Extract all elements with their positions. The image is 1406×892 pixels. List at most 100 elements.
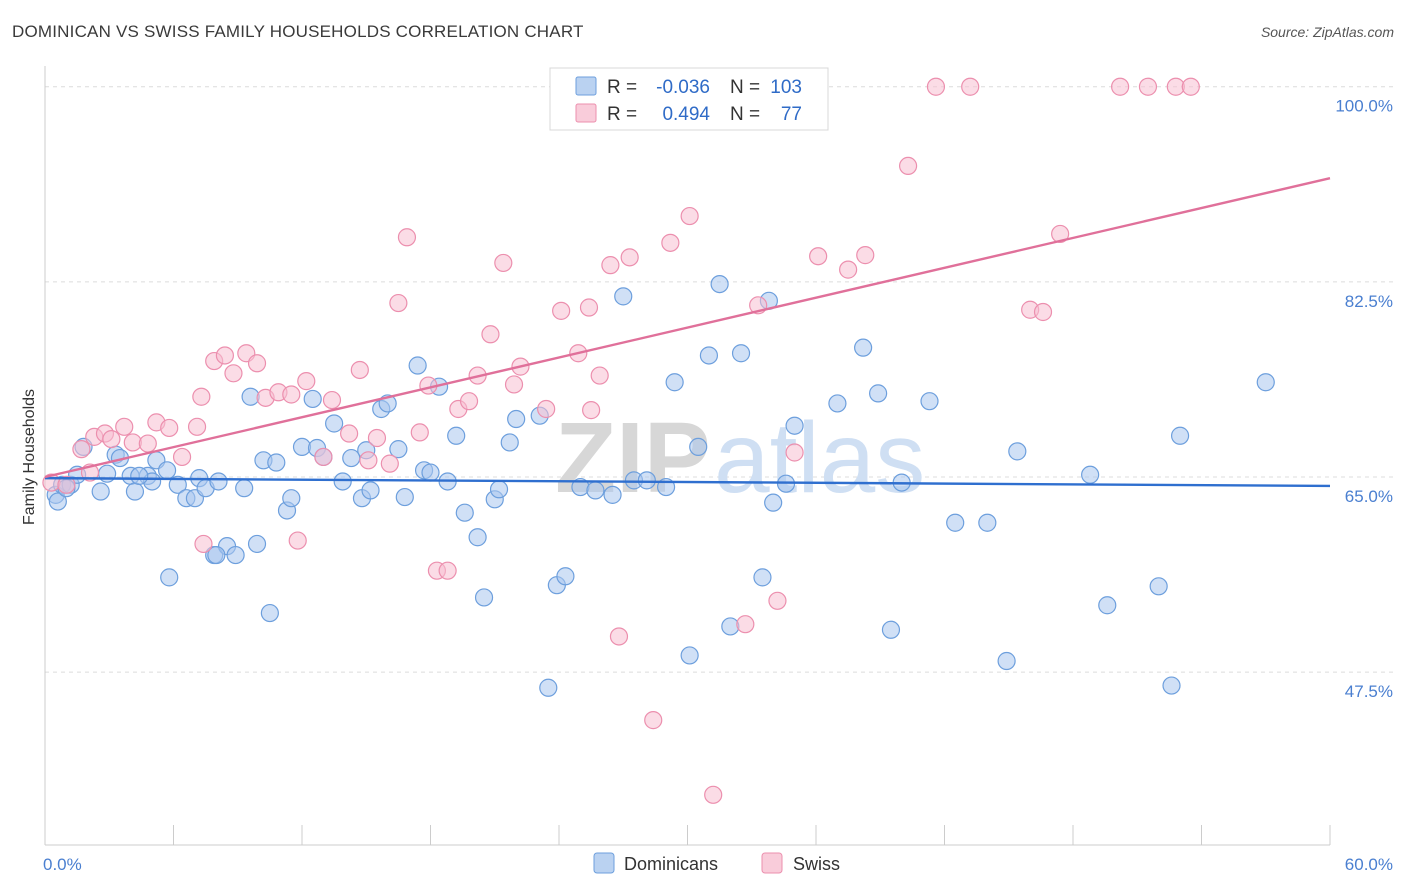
point-dominicans bbox=[455, 503, 474, 522]
point-swiss bbox=[1138, 77, 1158, 96]
point-swiss bbox=[215, 346, 234, 365]
trend-line-swiss bbox=[44, 176, 1331, 479]
point-dominicans bbox=[699, 346, 719, 365]
point-dominicans bbox=[474, 588, 494, 607]
point-dominicans bbox=[500, 433, 519, 452]
legend-r-label: R = bbox=[607, 104, 637, 125]
point-swiss bbox=[138, 434, 157, 453]
trend-lines bbox=[44, 176, 1331, 488]
point-dominicans bbox=[267, 453, 286, 472]
point-swiss bbox=[410, 423, 429, 442]
point-dominicans bbox=[997, 651, 1016, 671]
point-swiss bbox=[785, 443, 804, 462]
point-dominicans bbox=[395, 487, 414, 507]
point-swiss bbox=[397, 228, 417, 247]
point-dominicans bbox=[342, 448, 361, 468]
point-dominicans bbox=[125, 482, 145, 501]
point-swiss bbox=[247, 354, 267, 373]
point-dominicans bbox=[48, 492, 67, 511]
point-swiss bbox=[1033, 302, 1053, 322]
point-swiss bbox=[481, 325, 500, 344]
grid-lines bbox=[45, 86, 1395, 673]
point-swiss bbox=[194, 534, 213, 554]
point-dominicans bbox=[1081, 465, 1100, 484]
point-swiss bbox=[537, 399, 556, 419]
legend-r-value-swiss: 0.494 bbox=[662, 104, 710, 125]
point-swiss bbox=[1111, 77, 1130, 96]
point-swiss bbox=[644, 711, 663, 730]
point-dominicans bbox=[753, 568, 772, 587]
point-swiss bbox=[350, 360, 369, 380]
point-swiss bbox=[389, 293, 408, 313]
point-swiss bbox=[288, 531, 307, 550]
point-dominicans bbox=[614, 287, 633, 306]
y-axis-label: Family Households bbox=[21, 389, 38, 525]
point-dominicans bbox=[209, 472, 228, 491]
point-swiss bbox=[504, 375, 524, 394]
point-swiss bbox=[582, 401, 601, 420]
point-dominicans bbox=[489, 480, 509, 499]
point-dominicans bbox=[361, 481, 380, 500]
watermark-atlas: atlas bbox=[714, 402, 925, 514]
point-dominicans bbox=[920, 392, 939, 411]
point-dominicans bbox=[637, 471, 656, 490]
point-swiss bbox=[704, 785, 723, 804]
point-swiss bbox=[187, 417, 207, 436]
point-swiss bbox=[839, 260, 858, 279]
y-tick-label: 100.0% bbox=[1335, 97, 1393, 116]
point-swiss bbox=[282, 385, 301, 404]
point-swiss bbox=[736, 615, 755, 634]
point-swiss bbox=[459, 392, 479, 411]
trend-line-dominicans bbox=[44, 476, 1331, 488]
point-dominicans bbox=[680, 646, 699, 665]
point-dominicans bbox=[603, 485, 622, 504]
legend-r-value-dominicans: -0.036 bbox=[656, 77, 710, 98]
bottom-legend-swatch-dominicans bbox=[593, 852, 615, 874]
point-dominicans bbox=[731, 344, 751, 363]
point-swiss bbox=[359, 451, 378, 470]
point-dominicans bbox=[764, 493, 783, 512]
x-tick-label: 60.0% bbox=[1345, 855, 1393, 874]
axes bbox=[44, 66, 1331, 846]
point-dominicans bbox=[325, 414, 344, 433]
point-dominicans bbox=[282, 489, 301, 508]
point-swiss bbox=[438, 561, 457, 580]
legend-swatch-dominicans bbox=[575, 76, 597, 96]
point-swiss bbox=[620, 248, 639, 267]
chart-title: DOMINICAN VS SWISS FAMILY HOUSEHOLDS COR… bbox=[12, 22, 584, 41]
point-swiss bbox=[367, 428, 387, 448]
point-swiss bbox=[661, 233, 680, 252]
point-dominicans bbox=[556, 567, 575, 586]
point-swiss bbox=[601, 256, 620, 275]
point-dominicans bbox=[946, 513, 965, 532]
point-swiss bbox=[297, 372, 316, 391]
point-dominicans bbox=[978, 513, 997, 532]
y-tick-label: 82.5% bbox=[1345, 292, 1393, 311]
point-swiss bbox=[552, 301, 571, 320]
point-dominicans bbox=[226, 545, 245, 565]
watermark-zip: ZIP bbox=[555, 402, 711, 514]
point-dominicans bbox=[160, 568, 179, 587]
point-swiss bbox=[57, 475, 76, 494]
point-swiss bbox=[680, 206, 699, 226]
point-dominicans bbox=[507, 409, 526, 429]
point-dominicans bbox=[168, 475, 187, 494]
point-dominicans bbox=[303, 389, 322, 409]
point-dominicans bbox=[389, 440, 408, 459]
point-swiss bbox=[1181, 77, 1200, 96]
point-swiss bbox=[961, 77, 980, 96]
point-swiss bbox=[160, 418, 179, 438]
legend: R = -0.036 N = 103 R = 0.494 N = 77 bbox=[549, 67, 829, 131]
point-swiss bbox=[340, 424, 359, 443]
point-swiss bbox=[809, 247, 828, 266]
point-dominicans bbox=[1008, 442, 1027, 461]
legend-r-label: R = bbox=[607, 77, 637, 98]
point-dominicans bbox=[247, 534, 267, 554]
point-dominicans bbox=[421, 463, 440, 482]
bottom-legend-label-swiss: Swiss bbox=[793, 854, 840, 874]
point-swiss bbox=[172, 447, 192, 467]
legend-swatch-swiss bbox=[575, 103, 597, 123]
watermark: ZIP atlas bbox=[555, 402, 925, 514]
point-dominicans bbox=[333, 472, 352, 491]
